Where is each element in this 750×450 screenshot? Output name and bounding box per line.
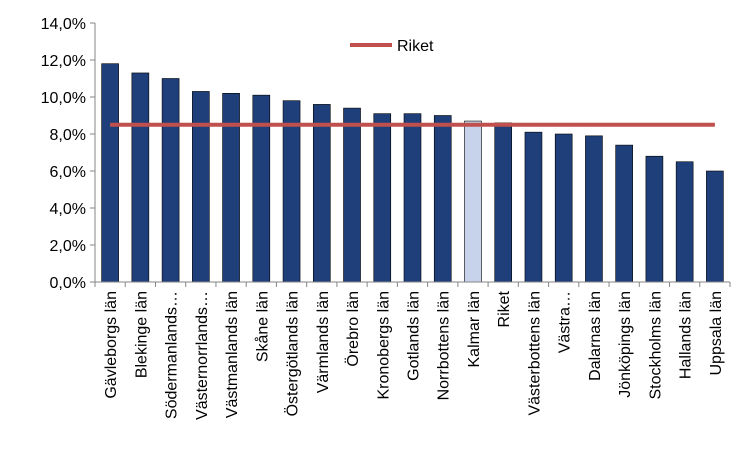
y-tick-label: 2,0% <box>50 238 86 255</box>
x-tick-label: Kalmar län <box>466 291 483 367</box>
bar <box>706 170 724 283</box>
x-tick-label: Uppsala län <box>708 291 725 376</box>
bar <box>131 72 150 283</box>
x-tick-label: Västerbottens län <box>526 291 543 416</box>
y-tick-label: 10,0% <box>41 90 86 107</box>
bar <box>222 93 240 283</box>
bar <box>554 133 573 283</box>
bar <box>585 135 603 283</box>
x-tick-label: Norrbottens län <box>436 291 453 400</box>
bar <box>312 104 331 283</box>
x-tick-label: Gävleborgs län <box>103 291 120 399</box>
y-tick-label: 4,0% <box>50 201 86 218</box>
bar <box>494 122 513 283</box>
bar <box>645 155 664 283</box>
bar <box>464 120 482 283</box>
x-tick-label: Örebro län <box>344 291 362 367</box>
bar <box>615 144 633 283</box>
y-tick-label: 6,0% <box>50 164 86 181</box>
x-tick-label: Blekinge län <box>133 291 150 378</box>
x-tick-label: Västernorrlands… <box>194 291 211 420</box>
x-axis: Gävleborgs län Blekinge län Södermanlands…… <box>94 281 731 420</box>
x-tick-label: Dalarnas län <box>587 291 604 381</box>
bar <box>433 115 452 283</box>
x-tick-label: Värmlands län <box>315 291 332 393</box>
bar <box>192 91 210 283</box>
bar <box>101 63 119 283</box>
x-tick-label: Gotlands län <box>406 291 423 381</box>
y-axis: 0,0% 2,0% 4,0% 6,0% 8,0% 10,0% 12,0% 14,0% <box>41 16 96 292</box>
y-tick-label: 12,0% <box>41 53 86 70</box>
x-tick-label: Riket <box>496 290 513 327</box>
bar <box>161 78 180 283</box>
legend-label-riket: Riket <box>397 38 434 55</box>
y-tick-label: 0,0% <box>50 275 86 292</box>
x-tick-label: Östergötlands län <box>284 291 302 416</box>
x-tick-label: Jönköpings län <box>617 291 634 398</box>
x-tick-label: Västmanlands län <box>224 291 241 418</box>
x-tick-label: Södermanlands… <box>164 291 181 419</box>
y-tick-label: 8,0% <box>50 127 86 144</box>
bar <box>282 100 301 283</box>
bar <box>403 113 422 283</box>
legend: Riket <box>350 38 434 55</box>
bars <box>101 63 724 283</box>
x-tick-label: Västra… <box>557 291 574 353</box>
bar <box>675 161 694 283</box>
bar <box>343 107 361 283</box>
x-tick-label: Stockholms län <box>647 291 664 400</box>
x-tick-label: Hallands län <box>678 291 695 379</box>
bar <box>373 113 392 283</box>
x-tick-label: Skåne län <box>253 291 271 362</box>
x-tick-label: Kronobergs län <box>375 291 392 400</box>
bar <box>524 131 543 283</box>
y-tick-label: 14,0% <box>41 16 86 33</box>
